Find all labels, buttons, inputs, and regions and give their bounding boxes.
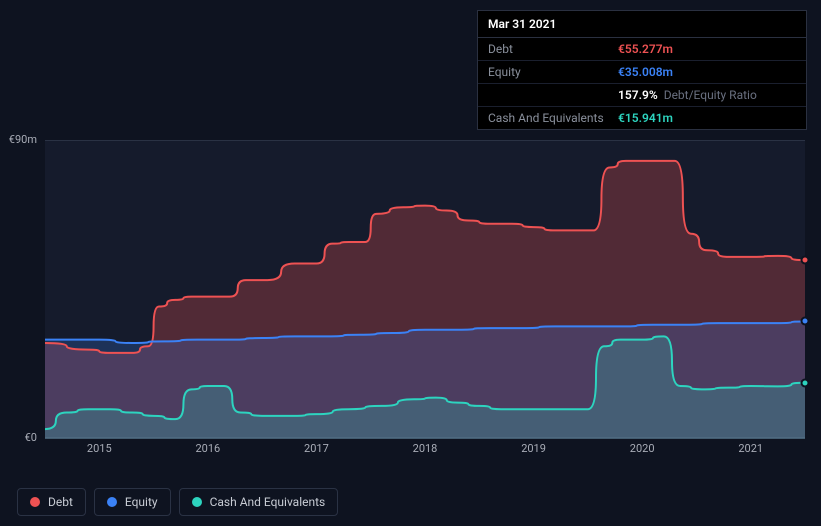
x-axis-label: 2021 [738, 442, 763, 455]
legend-dot [30, 497, 40, 507]
legend: Debt Equity Cash And Equivalents [17, 488, 338, 516]
tooltip-row: 157.9%Debt/Equity Ratio [478, 84, 806, 107]
x-axis-label: 2017 [304, 442, 329, 455]
x-axis-label: 2016 [195, 442, 220, 455]
chart: €90m€0 2015201620172018201920202021 [17, 118, 805, 468]
tooltip-value: €35.008m [618, 65, 673, 79]
legend-label: Debt [48, 495, 73, 509]
plot-area [45, 140, 805, 438]
tooltip-value: €55.277m [618, 42, 673, 56]
tooltip-label [488, 88, 618, 102]
tooltip-date: Mar 31 2021 [478, 11, 806, 38]
legend-label: Equity [125, 495, 158, 509]
tooltip-row: Equity€35.008m [478, 61, 806, 84]
series-end-dot [801, 256, 810, 265]
legend-dot [107, 497, 117, 507]
series-end-dot [801, 317, 810, 326]
tooltip: Mar 31 2021 Debt€55.277mEquity€35.008m15… [477, 10, 807, 130]
x-axis-label: 2018 [413, 442, 438, 455]
tooltip-extra: Debt/Equity Ratio [664, 88, 757, 102]
legend-item-equity[interactable]: Equity [94, 488, 171, 516]
x-axis-label: 2020 [630, 442, 655, 455]
legend-item-debt[interactable]: Debt [17, 488, 86, 516]
x-axis-label: 2015 [87, 442, 112, 455]
tooltip-label: Debt [488, 42, 618, 56]
y-axis-label: €0 [0, 431, 37, 444]
tooltip-label: Equity [488, 65, 618, 79]
x-axis: 2015 2016 2017 2018 2019 2020 2021 [45, 442, 805, 460]
series-end-dot [801, 378, 810, 387]
y-axis-label: €90m [0, 133, 37, 146]
tooltip-row: Debt€55.277m [478, 38, 806, 61]
legend-item-cash-and-equivalents[interactable]: Cash And Equivalents [179, 488, 339, 516]
tooltip-value: 157.9%Debt/Equity Ratio [618, 88, 757, 102]
legend-dot [192, 497, 202, 507]
chart-svg [45, 141, 805, 439]
x-axis-label: 2019 [521, 442, 546, 455]
legend-label: Cash And Equivalents [210, 495, 326, 509]
